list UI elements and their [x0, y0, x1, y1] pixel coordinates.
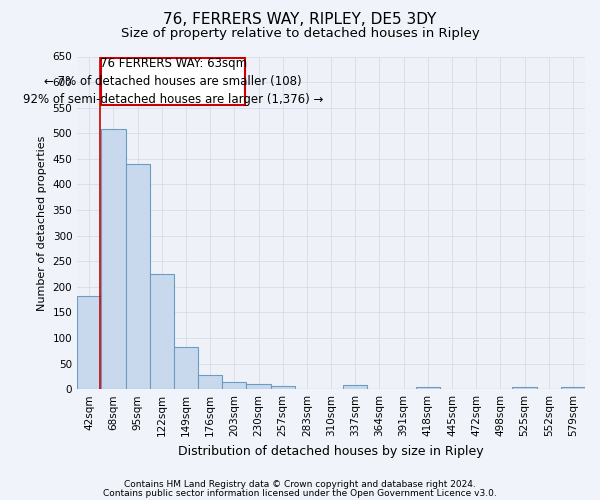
Text: Contains public sector information licensed under the Open Government Licence v3: Contains public sector information licen… [103, 488, 497, 498]
Text: 76, FERRERS WAY, RIPLEY, DE5 3DY: 76, FERRERS WAY, RIPLEY, DE5 3DY [163, 12, 437, 28]
Bar [101, 129, 125, 389]
Bar [247, 384, 271, 389]
Bar [174, 346, 198, 389]
Bar [125, 164, 150, 389]
Bar [416, 386, 440, 389]
Text: Size of property relative to detached houses in Ripley: Size of property relative to detached ho… [121, 28, 479, 40]
Text: Contains HM Land Registry data © Crown copyright and database right 2024.: Contains HM Land Registry data © Crown c… [124, 480, 476, 489]
Bar [101, 58, 245, 105]
Bar [343, 385, 367, 389]
Text: 76 FERRERS WAY: 63sqm
← 7% of detached houses are smaller (108)
92% of semi-deta: 76 FERRERS WAY: 63sqm ← 7% of detached h… [23, 57, 323, 106]
Bar [77, 296, 101, 389]
Bar [271, 386, 295, 389]
Y-axis label: Number of detached properties: Number of detached properties [37, 135, 47, 310]
X-axis label: Distribution of detached houses by size in Ripley: Distribution of detached houses by size … [178, 444, 484, 458]
Bar [512, 386, 536, 389]
Bar [150, 274, 174, 389]
Bar [198, 375, 222, 389]
Bar [561, 386, 585, 389]
Bar [222, 382, 247, 389]
